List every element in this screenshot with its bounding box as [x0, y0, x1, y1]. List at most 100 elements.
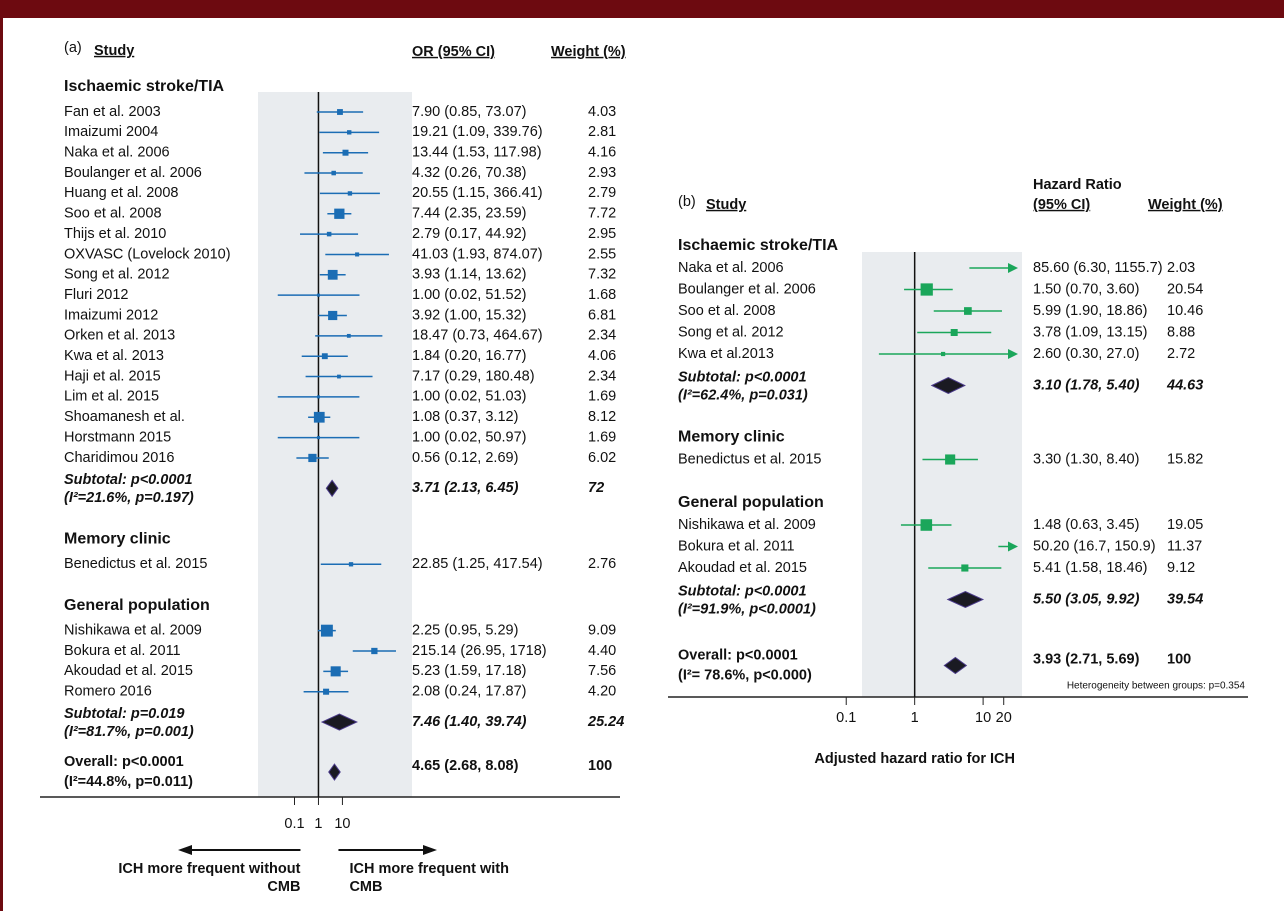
study-name: Bokura et al. 2011 — [64, 643, 181, 659]
estimate-box — [347, 191, 353, 196]
study-name: Akoudad et al. 2015 — [678, 560, 807, 576]
ci-label: 3.78 (1.09, 13.15) — [1033, 324, 1147, 340]
weight-label: 1.68 — [588, 287, 616, 303]
study-name: Song et al. 2012 — [64, 267, 170, 283]
ci-label: 7.90 (0.85, 73.07) — [412, 104, 526, 120]
estimate-box — [331, 170, 336, 176]
overall-label: Overall: p<0.0001 — [678, 647, 798, 663]
column-header: Weight (%) — [551, 44, 626, 60]
subtotal-weight: 25.24 — [587, 714, 624, 730]
study-name: Fluri 2012 — [64, 287, 128, 303]
weight-label: 4.20 — [588, 684, 616, 700]
weight-label: 1.69 — [588, 389, 616, 405]
study-name: Charidimou 2016 — [64, 450, 174, 466]
direction-arrow-head — [178, 845, 192, 855]
weight-label: 9.09 — [588, 622, 616, 638]
estimate-box — [316, 436, 320, 440]
study-name: Song et al. 2012 — [678, 324, 784, 340]
overall-ci: 4.65 (2.68, 8.08) — [412, 758, 519, 774]
study-name: Kwa et al. 2013 — [64, 348, 164, 364]
weight-label: 2.72 — [1167, 346, 1195, 362]
ci-label: 1.48 (0.63, 3.45) — [1033, 517, 1139, 533]
ci-label: 0.56 (0.12, 2.69) — [412, 450, 518, 466]
direction-arrow-head — [423, 845, 437, 855]
weight-label: 1.69 — [588, 429, 616, 445]
ci-label: 7.44 (2.35, 23.59) — [412, 206, 526, 222]
ci-label: 1.84 (0.20, 16.77) — [412, 348, 526, 364]
study-name: Orken et al. 2013 — [64, 328, 175, 344]
ci-label: 18.47 (0.73, 464.67) — [412, 328, 543, 344]
study-name: Haji et al. 2015 — [64, 368, 161, 384]
study-name: Soo et al. 2008 — [678, 303, 776, 319]
weight-label: 2.81 — [588, 124, 616, 140]
subtotal-label: Subtotal: p<0.0001 — [64, 472, 193, 488]
study-name: Thijs et al. 2010 — [64, 226, 166, 242]
x-axis-label: Adjusted hazard ratio for ICH — [814, 751, 1015, 767]
ci-label: 1.00 (0.02, 51.52) — [412, 287, 526, 303]
subtotal-ci: 5.50 (3.05, 9.92) — [1033, 591, 1140, 607]
estimate-box — [355, 252, 360, 257]
group-header: Ischaemic stroke/TIA — [64, 78, 225, 95]
study-name: Boulanger et al. 2006 — [678, 281, 816, 297]
ci-label: 13.44 (1.53, 117.98) — [412, 145, 542, 161]
study-name: Fan et al. 2003 — [64, 104, 161, 120]
direction-label: ICH more frequent without — [118, 861, 300, 877]
weight-label: 2.93 — [588, 165, 616, 181]
ci-label: 22.85 (1.25, 417.54) — [412, 556, 543, 572]
estimate-box — [945, 454, 956, 465]
x-tick-label: 0.1 — [284, 816, 304, 832]
estimate-box — [308, 453, 317, 463]
ci-label: 19.21 (1.09, 339.76) — [412, 124, 543, 140]
study-name: Benedictus et al. 2015 — [678, 451, 822, 467]
panel-label: (b) — [678, 194, 696, 210]
column-header: Study — [706, 197, 746, 213]
ci-arrow — [1008, 263, 1018, 273]
estimate-box — [964, 307, 972, 315]
ci-label: 7.17 (0.29, 180.48) — [412, 368, 535, 384]
study-name: Benedictus et al. 2015 — [64, 556, 208, 572]
estimate-box — [320, 624, 333, 637]
study-name: Imaizumi 2004 — [64, 124, 158, 140]
plot-background — [862, 252, 1022, 697]
weight-label: 8.12 — [588, 409, 616, 425]
estimate-box — [940, 351, 946, 357]
pooled-diamond — [946, 590, 985, 609]
estimate-box — [371, 647, 378, 655]
pooled-diamond — [320, 713, 358, 731]
overall-ci: 3.93 (2.71, 5.69) — [1033, 651, 1140, 667]
subtotal-weight: 44.63 — [1166, 377, 1203, 393]
x-tick-label: 10 — [334, 816, 350, 832]
group-header: General population — [64, 597, 210, 614]
weight-label: 9.12 — [1167, 560, 1195, 576]
weight-label: 2.03 — [1167, 260, 1195, 276]
ci-label: 5.23 (1.59, 17.18) — [412, 663, 526, 679]
estimate-box — [327, 269, 338, 280]
pooled-diamond — [328, 763, 341, 781]
estimate-box — [346, 333, 351, 338]
estimate-box — [330, 666, 341, 677]
column-header: OR (95% CI) — [412, 44, 495, 60]
overall-heterogeneity: (I²= 78.6%, p<0.000) — [678, 667, 812, 683]
estimate-box — [920, 519, 933, 531]
ci-arrow — [1008, 541, 1018, 552]
subtotal-weight: 39.54 — [1167, 591, 1203, 607]
weight-label: 2.76 — [588, 556, 616, 572]
ci-label: 3.93 (1.14, 13.62) — [412, 267, 526, 283]
direction-label: ICH more frequent with — [349, 861, 509, 877]
weight-label: 7.32 — [588, 267, 616, 283]
weight-label: 19.05 — [1167, 517, 1203, 533]
ci-label: 50.20 (16.7, 150.9) — [1033, 538, 1156, 554]
weight-label: 15.82 — [1167, 451, 1203, 467]
ci-label: 5.99 (1.90, 18.86) — [1033, 303, 1147, 319]
estimate-box — [337, 374, 341, 379]
pooled-diamond — [943, 656, 968, 675]
study-name: Huang et al. 2008 — [64, 185, 178, 201]
note: Heterogeneity between groups: p=0.354 — [1067, 681, 1246, 692]
subtotal-heterogeneity: (I²=21.6%, p=0.197) — [64, 490, 194, 506]
weight-label: 11.37 — [1167, 538, 1202, 554]
weight-label: 4.40 — [588, 643, 616, 659]
group-header: Ischaemic stroke/TIA — [678, 237, 839, 254]
ci-label: 4.32 (0.26, 70.38) — [412, 165, 526, 181]
direction-label: CMB — [349, 879, 382, 895]
